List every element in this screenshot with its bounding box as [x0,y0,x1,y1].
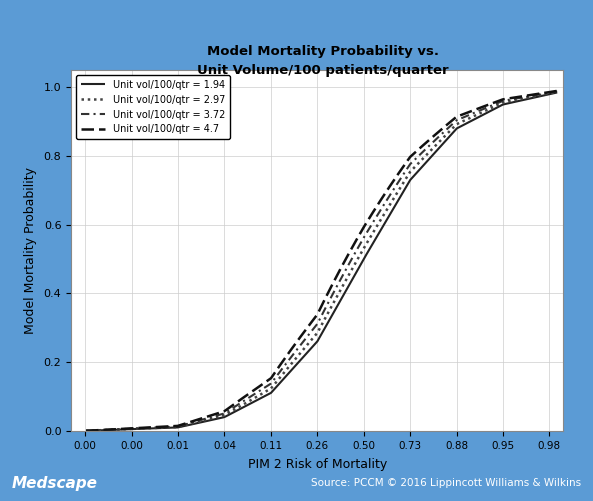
Unit vol/100/qtr = 3.72 [354,245,361,252]
Unit vol/100/qtr = 3.72 [554,88,561,94]
Unit vol/100/qtr = 4.7 [378,196,385,202]
Text: Model Mortality Probability vs.: Model Mortality Probability vs. [207,45,439,58]
Text: Medscape: Medscape [12,476,98,491]
Unit vol/100/qtr = 1.94 [431,150,438,156]
Unit vol/100/qtr = 3.72 [355,243,362,249]
Unit vol/100/qtr = 3.72 [517,95,524,101]
Unit vol/100/qtr = 4.7 [354,235,361,241]
Unit vol/100/qtr = 2.97 [378,216,385,222]
Y-axis label: Model Mortality Probability: Model Mortality Probability [24,167,37,334]
Unit vol/100/qtr = 2.97 [355,255,362,261]
Line: Unit vol/100/qtr = 3.72: Unit vol/100/qtr = 3.72 [86,91,557,431]
Unit vol/100/qtr = 4.7 [355,233,362,239]
Unit vol/100/qtr = 2.97 [82,428,90,434]
Unit vol/100/qtr = 1.94 [554,90,561,96]
Unit vol/100/qtr = 3.72 [378,206,385,212]
Legend: Unit vol/100/qtr = 1.94, Unit vol/100/qtr = 2.97, Unit vol/100/qtr = 3.72, Unit : Unit vol/100/qtr = 1.94, Unit vol/100/qt… [76,75,230,139]
X-axis label: PIM 2 Risk of Mortality: PIM 2 Risk of Mortality [248,457,387,470]
Line: Unit vol/100/qtr = 1.94: Unit vol/100/qtr = 1.94 [86,93,557,431]
Unit vol/100/qtr = 4.7 [367,213,374,219]
Text: Source: PCCM © 2016 Lippincott Williams & Wilkins: Source: PCCM © 2016 Lippincott Williams … [311,478,581,488]
Unit vol/100/qtr = 4.7 [554,88,561,94]
Unit vol/100/qtr = 3.72 [82,428,90,434]
Text: Unit Volume/100 patients/quarter: Unit Volume/100 patients/quarter [197,64,449,77]
Unit vol/100/qtr = 2.97 [517,96,524,102]
Unit vol/100/qtr = 4.7 [82,428,90,434]
Unit vol/100/qtr = 1.94 [82,428,90,434]
Unit vol/100/qtr = 1.94 [354,267,361,273]
Unit vol/100/qtr = 1.94 [378,226,385,232]
Unit vol/100/qtr = 2.97 [354,257,361,263]
Unit vol/100/qtr = 2.97 [554,89,561,95]
Unit vol/100/qtr = 1.94 [355,265,362,271]
Unit vol/100/qtr = 4.7 [431,133,438,139]
Unit vol/100/qtr = 1.94 [517,98,524,104]
Unit vol/100/qtr = 3.72 [431,138,438,144]
Unit vol/100/qtr = 4.7 [517,94,524,100]
Line: Unit vol/100/qtr = 4.7: Unit vol/100/qtr = 4.7 [86,91,557,431]
Unit vol/100/qtr = 2.97 [431,144,438,150]
Unit vol/100/qtr = 1.94 [367,245,374,251]
Unit vol/100/qtr = 2.97 [367,234,374,240]
Unit vol/100/qtr = 3.72 [367,223,374,229]
Line: Unit vol/100/qtr = 2.97: Unit vol/100/qtr = 2.97 [86,92,557,431]
